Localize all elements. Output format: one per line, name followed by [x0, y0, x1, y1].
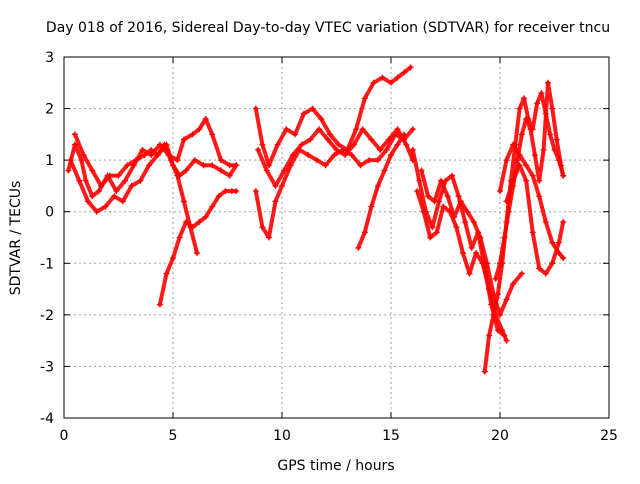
series-trace [498, 142, 566, 261]
series-track-h [355, 131, 408, 251]
x-tick-label: 15 [382, 428, 400, 444]
series-track-m [492, 79, 567, 282]
y-tick-label: 2 [45, 102, 54, 118]
plot-frame [63, 56, 610, 419]
series-track-n [497, 141, 567, 262]
series-trace [504, 163, 566, 276]
series-track-e [252, 64, 414, 169]
series-trace [253, 65, 413, 168]
series-trace [419, 168, 524, 317]
series-trace [157, 189, 239, 307]
series-track-k [418, 167, 525, 318]
y-tick-label: 0 [45, 205, 54, 221]
y-tick-label: -4 [40, 411, 54, 427]
x-tick-label: 0 [60, 428, 69, 444]
x-tick-label: 20 [491, 428, 509, 444]
series-trace [66, 116, 239, 199]
y-tick-label: -2 [40, 308, 54, 324]
y-tick-label: -1 [40, 256, 54, 272]
series-trace [253, 127, 415, 240]
x-tick-label: 25 [600, 428, 618, 444]
series-trace [72, 132, 199, 255]
series-track-f [255, 126, 416, 189]
series-trace [482, 91, 566, 374]
y-tick-label: 1 [45, 153, 54, 169]
series-track-c [71, 131, 200, 256]
series-track-d [156, 188, 240, 308]
x-tick-label: 5 [169, 428, 178, 444]
series-trace [356, 132, 407, 250]
chart-title: Day 018 of 2016, Sidereal Day-to-day VTE… [46, 20, 610, 36]
x-tick-label: 10 [273, 428, 291, 444]
series-track-o [503, 162, 567, 277]
series-trace [493, 80, 566, 281]
y-tick-label: -3 [40, 359, 54, 375]
series-trace [256, 127, 415, 188]
data-points [65, 64, 567, 375]
axis-ticks: 0 5 10 15 20 25 -4 -3 -2 -1 0 1 2 3 [40, 50, 618, 444]
y-tick-label: 3 [45, 50, 54, 66]
y-axis-label: SDTVAR / TECUs [8, 181, 24, 296]
series-track-g [252, 126, 416, 241]
series-track-a [65, 115, 240, 200]
x-axis-label: GPS time / hours [277, 458, 394, 474]
